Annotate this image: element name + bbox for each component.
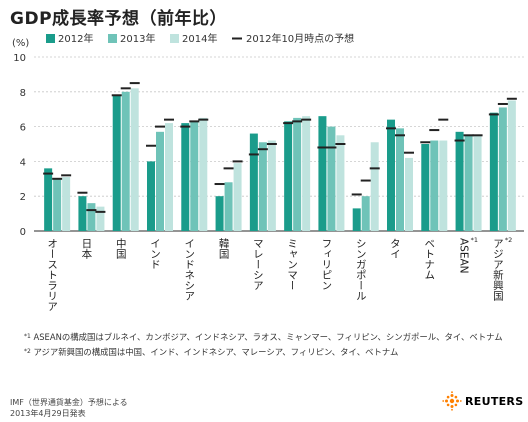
bar — [78, 196, 87, 231]
source-line-2: 2013年4月29日発表 — [10, 409, 86, 418]
y-axis-label: (%) — [12, 38, 29, 49]
category-label: タイ — [389, 238, 401, 259]
chart-title: GDP成長率予想（前年比） — [10, 9, 228, 29]
footnote-2-text: アジア新興国の構成国は中国、インド、インドネシア、マレーシア、フィリピン、タイ、… — [33, 347, 399, 357]
bar — [352, 208, 361, 231]
bar — [181, 123, 190, 231]
y-tick-label: 2 — [20, 192, 26, 203]
category-label: ミャンマー — [286, 238, 298, 291]
footnotes: *1 ASEANの構成国はブルネイ、カンボジア、インドネシア、ラオス、ミャンマー… — [24, 331, 524, 361]
bar — [336, 135, 345, 231]
bar — [473, 135, 482, 231]
reuters-dot-logo-icon — [442, 391, 462, 411]
bar — [507, 100, 516, 231]
brand-name: REUTERS — [465, 394, 524, 408]
bar — [258, 142, 267, 231]
footnote-1: *1 ASEANの構成国はブルネイ、カンボジア、インドネシア、ラオス、ミャンマー… — [24, 331, 524, 343]
category-label: シンガポール — [355, 238, 367, 301]
legend-label: 2012年10月時点の予想 — [246, 32, 354, 45]
footnote-1-text: ASEANの構成国はブルネイ、カンボジア、インドネシア、ラオス、ミャンマー、フィ… — [33, 332, 503, 342]
bar — [96, 206, 105, 231]
bar — [327, 126, 336, 231]
bar — [121, 91, 130, 231]
bar — [387, 119, 395, 231]
source-line-1: IMF（世界通貨基金）予想による — [10, 398, 128, 407]
bar — [215, 196, 224, 231]
bar — [318, 116, 327, 231]
category-label: フィリピン — [320, 238, 332, 291]
category-label: ASEAN — [458, 238, 470, 274]
bar — [430, 140, 439, 231]
bar — [405, 157, 413, 231]
category-label: 日本 — [80, 238, 92, 260]
legend-label: 2012年 — [58, 32, 93, 45]
bar — [284, 121, 293, 231]
category-label: ベトナム — [423, 238, 435, 280]
bar — [199, 117, 208, 231]
y-tick-label: 0 — [20, 227, 26, 238]
legend-label: 2013年 — [120, 32, 155, 45]
category-label: 韓国 — [218, 238, 230, 260]
y-tick-label: 6 — [20, 123, 26, 134]
legend-swatch — [46, 34, 55, 43]
bar — [302, 116, 311, 231]
bar — [455, 131, 464, 231]
bar — [370, 142, 379, 231]
footnote-2: *2 アジア新興国の構成国は中国、インド、インドネシア、マレーシア、フィリピン、… — [24, 346, 524, 358]
bar — [87, 203, 96, 231]
bar — [498, 107, 507, 231]
legend-label: 2014年 — [182, 32, 217, 45]
category-label: インド — [149, 238, 161, 270]
category-label: アジア新興国 — [492, 238, 504, 302]
bar — [165, 123, 173, 231]
y-tick-label: 10 — [13, 53, 26, 64]
category-label: インドネシア — [183, 238, 195, 301]
bar — [464, 135, 473, 231]
footnote-2-marker: *2 — [24, 348, 31, 355]
legend-swatch — [170, 34, 179, 43]
bar — [112, 95, 121, 231]
y-tick-label: 8 — [20, 88, 26, 99]
bar — [249, 133, 258, 231]
bar — [156, 131, 164, 231]
category-superscript: *1 — [471, 236, 478, 244]
reuters-brand: REUTERS — [442, 391, 523, 411]
bar — [267, 140, 276, 231]
y-tick-label: 4 — [20, 157, 26, 168]
category-superscript: *2 — [505, 236, 512, 244]
bar — [361, 196, 370, 231]
footnote-1-marker: *1 — [24, 333, 31, 340]
bar — [62, 177, 71, 231]
bar — [439, 140, 448, 231]
bar — [44, 168, 53, 231]
bar — [53, 178, 62, 231]
bar — [190, 121, 199, 231]
category-label: オーストラリア — [46, 238, 58, 312]
bar — [421, 144, 430, 231]
bar — [233, 163, 242, 231]
bar — [293, 117, 302, 231]
bar — [396, 128, 404, 231]
bar — [224, 182, 233, 231]
legend-swatch — [108, 34, 117, 43]
bar — [147, 161, 155, 231]
bar — [489, 112, 498, 231]
category-label: マレーシア — [252, 238, 264, 291]
source-note: IMF（世界通貨基金）予想による 2013年4月29日発表 — [10, 397, 128, 419]
category-label: 中国 — [115, 237, 127, 260]
bar — [130, 88, 139, 231]
